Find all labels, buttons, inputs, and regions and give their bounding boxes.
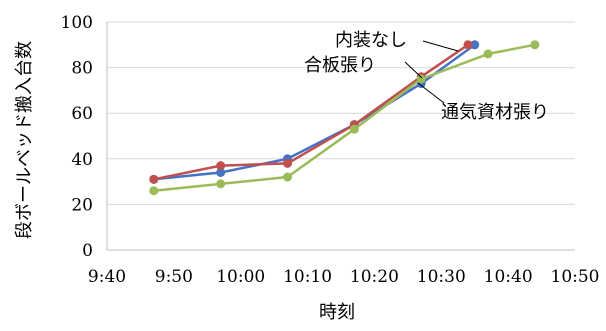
annotation-label: 合板張り — [304, 55, 376, 76]
y-tick-label: 20 — [71, 195, 93, 215]
x-tick-label: 10:00 — [216, 267, 265, 287]
data-point — [483, 49, 493, 59]
series-line — [153, 43, 476, 181]
y-tick-label: 40 — [71, 150, 93, 170]
data-point — [283, 172, 293, 182]
y-tick-label: 0 — [82, 241, 93, 261]
data-point — [149, 174, 159, 184]
x-tick-label: 10:30 — [417, 267, 466, 287]
y-axis-title: 段ボールベッド搬入台数 — [14, 41, 35, 239]
x-tick-label: 9:50 — [155, 267, 193, 287]
x-tick-label: 10:20 — [350, 267, 399, 287]
x-tick-label: 10:40 — [484, 267, 533, 287]
x-tick-label: 10:10 — [283, 267, 332, 287]
annotation-label: 内装なし — [335, 30, 407, 51]
data-point — [530, 40, 540, 50]
series-group — [149, 40, 540, 196]
x-tick-label: 10:50 — [551, 267, 600, 287]
y-tick-label: 80 — [71, 59, 93, 79]
data-point — [416, 74, 426, 84]
data-point — [283, 158, 293, 168]
annotation-leader-line — [404, 61, 423, 79]
data-point — [470, 40, 480, 50]
data-point — [216, 161, 226, 171]
y-tick-label: 60 — [71, 104, 93, 124]
data-point — [349, 124, 359, 134]
data-point — [216, 179, 226, 189]
y-tick-label: 100 — [61, 13, 93, 33]
x-tick-labels: 9:40 9:50 10:00 10:10 10:20 10:30 10:40 10:50 — [88, 267, 600, 287]
data-point — [149, 186, 159, 196]
annotation-leader-line — [417, 82, 445, 104]
y-tick-labels: 0 20 40 60 80 100 — [61, 13, 93, 261]
annotation-label: 通気資材張り — [441, 102, 549, 123]
annotation-leader-line — [422, 40, 459, 52]
x-tick-label: 9:40 — [88, 267, 126, 287]
data-point — [463, 40, 473, 50]
x-axis-title: 時刻 — [319, 302, 355, 323]
axes — [106, 22, 575, 251]
data-point — [216, 167, 226, 177]
series-line — [153, 43, 469, 181]
